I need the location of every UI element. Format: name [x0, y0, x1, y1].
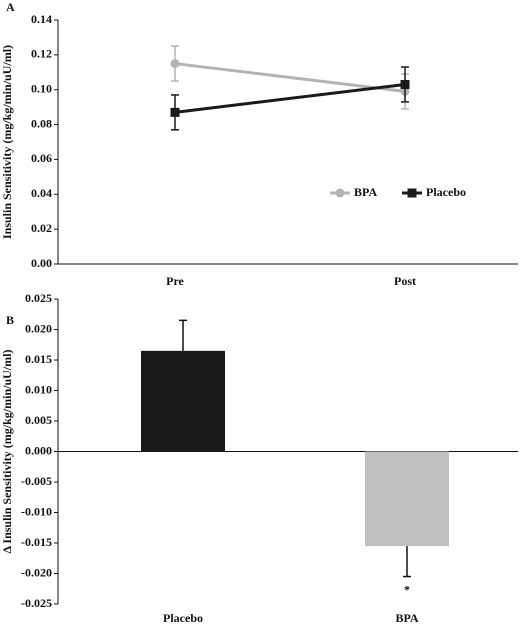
annotation: *: [404, 582, 410, 596]
legend-label: Placebo: [426, 185, 466, 199]
y-tick-label: 0.02: [31, 221, 52, 235]
y-tick-label: -0.025: [21, 596, 52, 610]
x-tick-label: BPA: [395, 611, 418, 625]
y-tick-label: 0.015: [25, 352, 52, 366]
marker: [170, 59, 180, 69]
panel-label: B: [6, 313, 14, 327]
y-axis-title: Insulin Sensitivity (mg/kg/min/uU/ml): [0, 45, 14, 239]
x-tick-label: Placebo: [163, 611, 203, 625]
y-tick-label: -0.010: [21, 504, 52, 518]
y-tick-label: 0.005: [25, 413, 52, 427]
y-tick-label: -0.005: [21, 474, 52, 488]
marker: [400, 79, 410, 89]
legend-label: BPA: [354, 185, 377, 199]
x-tick-label: Post: [394, 274, 416, 288]
y-axis-title: Δ Insulin Sensitivity (mg/kg/min/uU/ml): [0, 350, 14, 554]
y-tick-label: 0.08: [31, 116, 52, 130]
y-tick-label: 0.025: [25, 291, 52, 305]
y-tick-label: 0.00: [31, 256, 52, 270]
bar: [365, 451, 449, 547]
y-tick-label: -0.020: [21, 565, 52, 579]
legend-marker: [335, 188, 345, 198]
series-line: [174, 82, 406, 114]
bar: [141, 350, 225, 452]
marker: [170, 107, 180, 117]
y-tick-label: 0.12: [31, 47, 52, 61]
y-tick-label: 0.000: [25, 443, 52, 457]
y-tick-label: 0.14: [31, 12, 52, 26]
legend-marker: [407, 188, 417, 198]
y-tick-label: 0.06: [31, 151, 52, 165]
series-line: [174, 62, 406, 93]
panel-label: A: [6, 0, 15, 14]
y-tick-label: -0.015: [21, 535, 52, 549]
y-tick-label: 0.010: [25, 382, 52, 396]
y-tick-label: 0.10: [31, 81, 52, 95]
y-tick-label: 0.020: [25, 321, 52, 335]
y-tick-label: 0.04: [31, 186, 52, 200]
x-tick-label: Pre: [166, 274, 184, 288]
